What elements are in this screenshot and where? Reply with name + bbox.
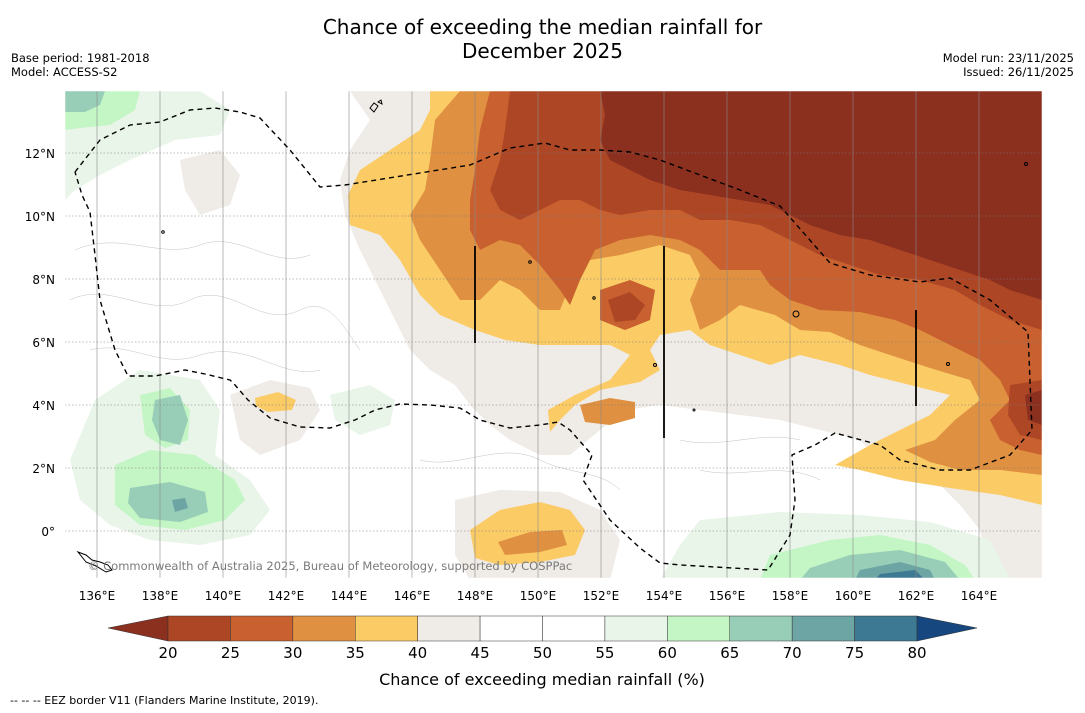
copyright-text: © Commonwealth of Australia 2025, Bureau…: [88, 559, 572, 573]
colorbar: 20 25 30 35 40 45 50 55 60 65 70 75 80: [107, 615, 978, 662]
lon-gridlines: [96, 91, 980, 578]
contour-lines: [69, 241, 821, 491]
lat-label-6n: 6°N: [32, 336, 55, 350]
colorbar-segment-65-70: [729, 615, 793, 642]
lon-label-148e: 148°E: [457, 589, 494, 603]
zone-30-35-south: [498, 530, 567, 555]
zone-75-80-se: [876, 570, 923, 578]
colorbar-segments: [167, 615, 918, 642]
colorbar-tick-75: 75: [845, 644, 864, 662]
lon-label-146e: 146°E: [394, 589, 431, 603]
lat-label-10n: 10°N: [25, 210, 55, 224]
lat-labels: 12°N 10°N 8°N 6°N 4°N 2°N 0°: [25, 147, 55, 539]
map-border: [64, 90, 1043, 579]
zone-40-45-patch2: [180, 150, 240, 215]
lon-label-150e: 150°E: [520, 589, 557, 603]
lon-label-162e: 162°E: [898, 589, 935, 603]
colorbar-tick-50: 50: [533, 644, 552, 662]
zone-20-25-patch: [608, 292, 645, 322]
lat-label-2n: 2°N: [32, 462, 55, 476]
map-title-line1: Chance of exceeding the median rainfall …: [322, 15, 763, 39]
base-period: Base period: 1981-2018: [11, 51, 150, 65]
colorbar-tick-80: 80: [907, 644, 926, 662]
zone-65-70-sw2: [152, 395, 188, 445]
lon-label-156e: 156°E: [709, 589, 746, 603]
colorbar-extend-high: [916, 615, 978, 642]
boundary-segments: [474, 246, 917, 438]
map-title-line2: December 2025: [462, 39, 623, 63]
colorbar-ticks: 20 25 30 35 40 45 50 55 60 65 70 75 80: [158, 644, 926, 662]
zone-below-20-east: [1025, 390, 1042, 425]
colorbar-tick-40: 40: [408, 644, 427, 662]
lat-label-4n: 4°N: [32, 399, 55, 413]
colorbar-segment-50-55: [542, 615, 606, 642]
zone-below-20: [600, 91, 1042, 300]
issued-date: Issued: 26/11/2025: [963, 65, 1074, 79]
lon-label-144e: 144°E: [331, 589, 368, 603]
colorbar-segment-30-35: [292, 615, 356, 642]
model-name: Model: ACCESS-S2: [11, 65, 118, 79]
lon-label-138e: 138°E: [142, 589, 179, 603]
colorbar-segment-25-30: [230, 615, 294, 642]
colorbar-segment-20-25: [167, 615, 231, 642]
colorbar-tick-35: 35: [346, 644, 365, 662]
colorbar-segment-70-75: [791, 615, 855, 642]
model-run: Model run: 23/11/2025: [942, 51, 1074, 65]
lon-label-142e: 142°E: [268, 589, 305, 603]
zone-65-70-nw: [65, 91, 105, 112]
colorbar-tick-65: 65: [720, 644, 739, 662]
colorbar-tick-20: 20: [158, 644, 177, 662]
colorbar-tick-30: 30: [283, 644, 302, 662]
colorbar-tick-45: 45: [471, 644, 490, 662]
lon-label-164e: 164°E: [961, 589, 998, 603]
eez-footnote: -- -- -- EEZ border V11 (Flanders Marine…: [10, 694, 319, 707]
eez-border: [74, 107, 1033, 571]
colorbar-tick-70: 70: [783, 644, 802, 662]
colorbar-segment-60-65: [667, 615, 730, 642]
island-outlines: [76, 99, 1028, 573]
lon-label-154e: 154°E: [646, 589, 683, 603]
colorbar-segment-45-50: [479, 615, 543, 642]
lon-label-158e: 158°E: [772, 589, 809, 603]
lat-label-8n: 8°N: [32, 273, 55, 287]
lon-label-160e: 160°E: [835, 589, 872, 603]
zone-40-45-patch: [230, 380, 320, 455]
lon-label-136e: 136°E: [79, 589, 116, 603]
colorbar-label: Chance of exceeding median rainfall (%): [379, 670, 705, 689]
lon-label-140e: 140°E: [205, 589, 242, 603]
lon-labels: 136°E 138°E 140°E 142°E 144°E 146°E 148°…: [79, 589, 998, 603]
zone-65-70-sw: [128, 482, 208, 522]
map-fill: [65, 91, 1042, 578]
colorbar-tick-25: 25: [221, 644, 240, 662]
colorbar-segment-40-45: [417, 615, 481, 642]
lon-label-152e: 152°E: [583, 589, 620, 603]
lat-label-0: 0°: [41, 525, 55, 539]
colorbar-tick-60: 60: [658, 644, 677, 662]
colorbar-extend-low: [107, 615, 169, 642]
colorbar-segment-55-60: [604, 615, 668, 642]
lat-label-12n: 12°N: [25, 147, 55, 161]
colorbar-segment-35-40: [355, 615, 418, 642]
zone-70-75-sw: [172, 498, 188, 512]
colorbar-segment-75-80: [854, 615, 918, 642]
colorbar-tick-55: 55: [595, 644, 614, 662]
